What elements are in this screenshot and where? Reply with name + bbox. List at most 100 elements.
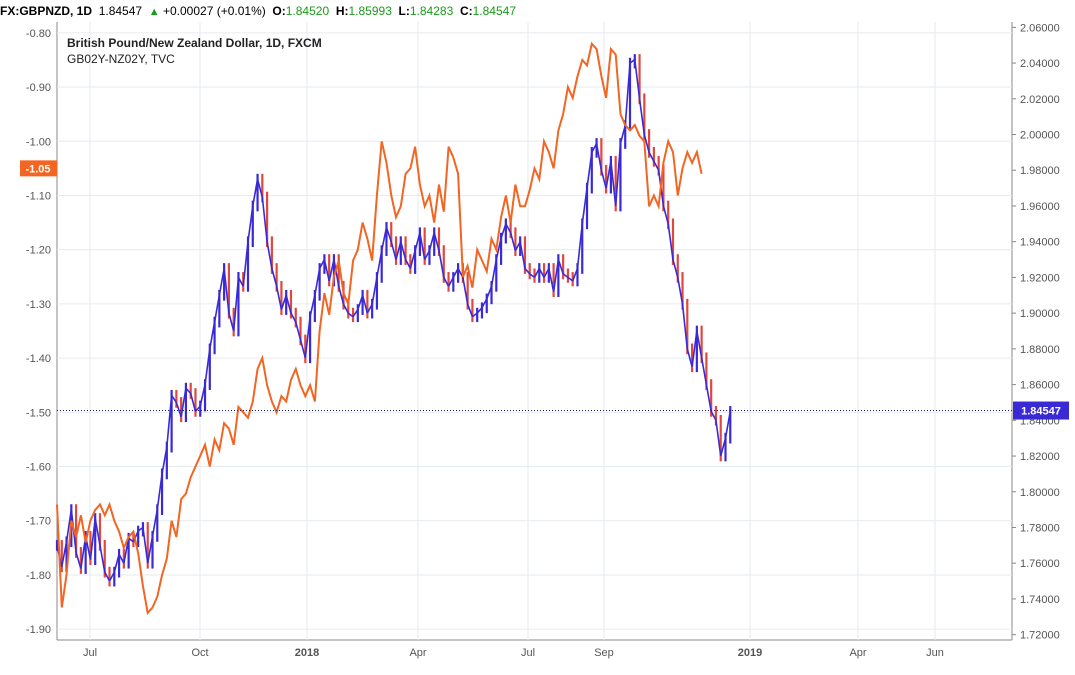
price-segment — [242, 241, 249, 287]
right-tick-label: 1.86000 — [1020, 380, 1060, 392]
right-tick-label: 2.02000 — [1020, 94, 1060, 106]
right-tick-label: 1.74000 — [1020, 594, 1060, 606]
price-segment — [337, 286, 345, 305]
price-segment — [600, 170, 607, 189]
price-segment — [500, 223, 507, 239]
price-segment — [180, 388, 187, 417]
price-segment — [428, 232, 435, 251]
price-segment — [261, 196, 268, 242]
price-segment — [419, 232, 426, 260]
price-segment — [724, 411, 732, 439]
price-segment — [294, 321, 302, 341]
price-segment — [380, 227, 388, 251]
price-segment — [247, 205, 254, 242]
price-segment — [395, 241, 402, 260]
price-segment — [624, 63, 631, 126]
price-segment — [452, 268, 459, 278]
price-segment — [128, 537, 134, 543]
time-tick-label: Apr — [849, 647, 866, 659]
price-segment — [676, 277, 684, 305]
right-tick-label: 1.82000 — [1020, 451, 1060, 463]
price-segment — [146, 536, 154, 564]
price-segment — [715, 420, 722, 457]
price-segment — [151, 509, 159, 537]
price-segment — [648, 152, 655, 162]
high-value: 1.85993 — [348, 4, 392, 18]
price-segment — [94, 518, 101, 546]
price-segment — [385, 227, 393, 242]
right-tick-label: 1.72000 — [1020, 630, 1060, 642]
time-tick-label: Jul — [83, 647, 97, 659]
left-tick-label: -1.60 — [26, 462, 51, 474]
price-segment — [347, 312, 354, 318]
price-segment — [490, 259, 498, 287]
right-axis[interactable]: 2.06000 2.04000 2.02000 2.00000 1.98000 1.960… — [1012, 22, 1060, 642]
time-axis[interactable]: Jul Oct 2018 Apr Jul Sep 2019 Apr Jun — [83, 647, 944, 659]
price-segment — [548, 268, 555, 292]
price-segment — [433, 232, 440, 251]
price-segment — [104, 571, 111, 582]
symbol-label[interactable]: FX:GBPNZD, 1D — [0, 4, 93, 18]
price-segment — [60, 541, 68, 567]
right-tick-label: 1.92000 — [1020, 272, 1060, 284]
price-segment — [581, 188, 588, 224]
price-segment — [443, 277, 450, 287]
price-segment — [686, 348, 693, 367]
price-segment — [438, 250, 445, 278]
price-segment — [629, 58, 636, 64]
price-segment — [209, 321, 216, 350]
up-triangle-icon: ▲ — [148, 6, 160, 18]
price-segment — [543, 268, 550, 278]
time-tick-label: 2018 — [295, 647, 319, 659]
price-segment — [251, 179, 259, 207]
low-label: L: — [398, 4, 410, 18]
price-segment — [705, 384, 712, 412]
price-segment — [142, 527, 149, 564]
high-label: H: — [335, 4, 349, 18]
price-segment — [290, 312, 297, 323]
current-price-badge — [1013, 401, 1069, 420]
low-value: 1.84283 — [409, 4, 454, 18]
price-segment — [371, 277, 378, 305]
price-segment — [610, 161, 617, 207]
current-price-label: 1.84547 — [1021, 406, 1061, 418]
price-segment — [99, 545, 106, 573]
left-tick-label: -1.20 — [26, 245, 51, 257]
overlay: 1.84547 -1.05 — [20, 160, 1069, 420]
price-segment — [170, 394, 178, 403]
price-segment — [571, 268, 579, 282]
price-segment — [605, 161, 612, 189]
right-tick-label: 1.94000 — [1020, 237, 1060, 249]
price-segment — [266, 241, 273, 269]
time-tick-label: Oct — [191, 647, 208, 659]
price-segment — [447, 277, 455, 287]
left-tick-label: -1.80 — [26, 570, 51, 582]
left-axis[interactable]: -0.80 -0.90 -1.00 -1.10 -1.20 -1.30 -1.40 -1.50… — [26, 28, 51, 636]
price-segment — [562, 273, 569, 279]
time-tick-label: Jun — [926, 647, 944, 659]
price-segment — [481, 298, 488, 309]
open-value: 1.84520 — [285, 4, 330, 18]
price-segment — [509, 232, 517, 251]
price-segment — [361, 295, 369, 314]
right-tick-label: 1.98000 — [1020, 165, 1060, 177]
price-segment — [166, 395, 173, 448]
price-segment — [529, 273, 535, 279]
header: FX:GBPNZD, 1D 1.84547 ▲ +0.00027 (+0.01%… — [0, 0, 1075, 22]
price-segment — [691, 330, 698, 367]
price-segment — [595, 143, 603, 171]
price-segment — [309, 295, 316, 317]
time-tick-label: Apr — [409, 647, 426, 659]
price-segment — [414, 232, 421, 251]
price-chart[interactable]: -0.80 -0.90 -1.00 -1.10 -1.20 -1.30 -1.40 -1.50… — [0, 22, 1075, 675]
price-segment — [643, 134, 650, 153]
time-tick-label: Jul — [521, 647, 535, 659]
price-segment — [552, 259, 560, 292]
price-segment — [271, 268, 278, 287]
price-segment — [672, 259, 679, 278]
spread-line — [56, 41, 703, 616]
price-segment — [89, 518, 96, 560]
price-segment — [237, 277, 244, 287]
close-label: C: — [459, 4, 473, 18]
price-segment — [719, 437, 727, 457]
